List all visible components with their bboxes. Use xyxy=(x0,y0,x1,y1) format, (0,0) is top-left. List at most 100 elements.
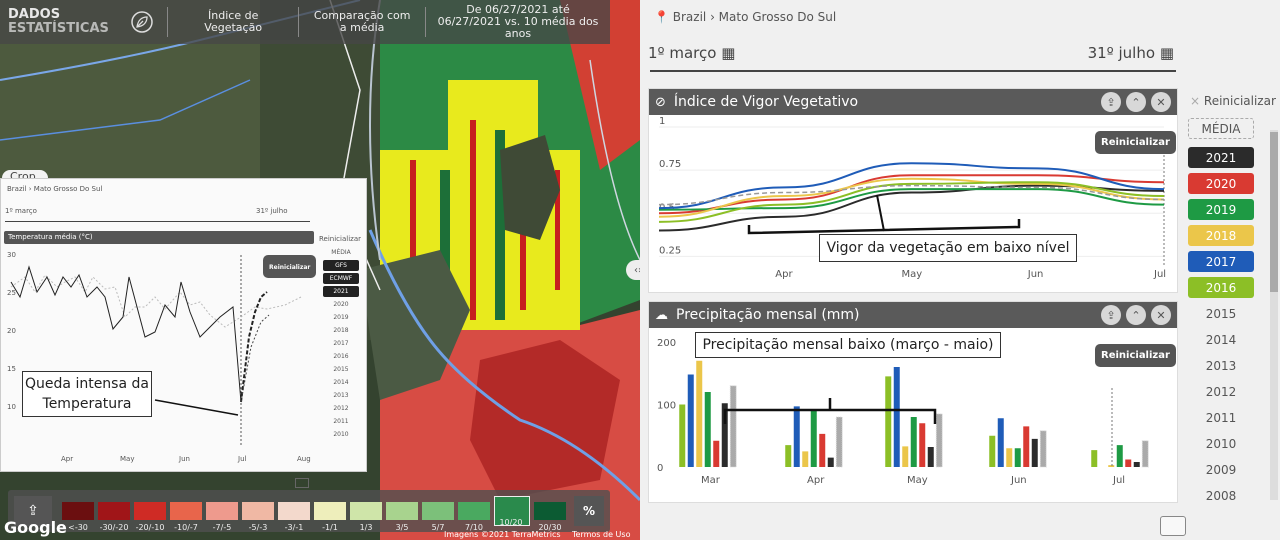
split-toggle-icon[interactable]: ‹› xyxy=(626,260,640,280)
legend-swatch[interactable]: -3/-1 xyxy=(278,502,310,532)
legend-swatch[interactable]: -7/-5 xyxy=(206,502,238,532)
legend-swatch[interactable]: -10/-7 xyxy=(170,502,202,532)
year-item[interactable]: 2015 xyxy=(1205,306,1237,321)
legend-swatch[interactable]: 7/10 xyxy=(458,502,490,532)
bar-2021-Jul xyxy=(1133,462,1140,467)
inset-export-icon[interactable] xyxy=(295,478,309,488)
legend-swatch[interactable]: <-30 xyxy=(62,502,94,532)
share-button[interactable]: ⇪ xyxy=(14,496,52,526)
year-item[interactable]: 2017 xyxy=(1188,251,1254,272)
bar-2020-Jun xyxy=(1023,426,1030,467)
inset-date-start[interactable]: 1º março xyxy=(5,207,37,215)
collapse-icon[interactable]: ⌃ xyxy=(1126,305,1146,325)
date-start[interactable]: 1º março ▦ xyxy=(648,44,735,62)
year-item[interactable]: 2014 xyxy=(1205,332,1237,347)
inset-slider[interactable] xyxy=(5,221,310,222)
inset-year-item[interactable]: 2017 xyxy=(333,340,349,347)
legend-swatch[interactable]: -30/-20 xyxy=(98,502,130,532)
legend-swatch[interactable]: 10/20 xyxy=(494,496,530,527)
year-item[interactable]: 2018 xyxy=(1188,225,1254,246)
inset-year-item[interactable]: 2012 xyxy=(333,405,349,412)
arrow-veg xyxy=(876,194,885,232)
legend-swatch[interactable]: 5/7 xyxy=(422,502,454,532)
year-item[interactable]: 2019 xyxy=(1188,199,1254,220)
bar-2018-Apr xyxy=(802,451,809,467)
percent-toggle[interactable]: % xyxy=(574,496,604,526)
close-icon[interactable]: ✕ xyxy=(1151,305,1171,325)
year-item[interactable]: 2011 xyxy=(1205,410,1237,425)
legend-swatch[interactable]: 1/3 xyxy=(350,502,382,532)
stats-panel: 📍 Brazil › Mato Grosso Do Sul 1º março ▦… xyxy=(640,0,1280,540)
leaf-icon: ⊘ xyxy=(655,94,666,110)
series-line-2016 xyxy=(658,181,1165,223)
inset-year-item[interactable]: 2020 xyxy=(333,301,349,308)
inset-model-item[interactable]: 2021 xyxy=(323,286,359,297)
panel-precipitation-header: ☁ Precipitação mensal (mm) ⇪ ⌃ ✕ xyxy=(649,302,1177,328)
year-item[interactable]: 2012 xyxy=(1205,384,1237,399)
x-tick-label: Mar xyxy=(701,475,721,486)
year-item-average[interactable]: MÉDIA xyxy=(1188,118,1254,139)
brand-line1: DADOS xyxy=(8,7,61,22)
year-item[interactable]: 2021 xyxy=(1188,147,1254,168)
inset-year-item[interactable]: 2011 xyxy=(333,418,349,425)
inset-year-item[interactable]: 2016 xyxy=(333,353,349,360)
temperature-chart[interactable] xyxy=(5,247,315,467)
share-icon[interactable]: ⇪ xyxy=(1101,92,1121,112)
inset-year-item[interactable]: 2010 xyxy=(333,431,349,438)
export-icon[interactable] xyxy=(1160,516,1186,536)
year-item[interactable]: 2009 xyxy=(1205,462,1237,477)
year-item[interactable]: 2016 xyxy=(1188,277,1254,298)
year-item[interactable]: 2020 xyxy=(1188,173,1254,194)
inset-reset[interactable]: Reinicializar xyxy=(319,235,361,243)
leaf-icon[interactable] xyxy=(117,7,169,37)
terms-link[interactable]: Termos de Uso xyxy=(572,530,631,539)
inset-year-item[interactable]: 2013 xyxy=(333,392,349,399)
years-reset[interactable]: × Reinicializar xyxy=(1186,88,1278,108)
inset-year-item[interactable]: 2019 xyxy=(333,314,349,321)
inset-year-item[interactable]: 2015 xyxy=(333,366,349,373)
inset-date-end[interactable]: 31º julho xyxy=(256,207,288,215)
inset-x-tick: Jun xyxy=(179,455,190,463)
date-range-slider[interactable] xyxy=(650,70,1176,72)
inset-x-tick: Aug xyxy=(297,455,311,463)
inset-avg[interactable]: MÉDIA xyxy=(331,249,351,256)
precipitation-reset-button[interactable]: Reinicializar xyxy=(1095,344,1176,367)
inset-year-item[interactable]: 2018 xyxy=(333,327,349,334)
x-tick-label: Jul xyxy=(1112,475,1125,486)
vegetation-reset-button[interactable]: Reinicializar xyxy=(1095,131,1176,154)
inset-reset-chart[interactable]: Reinicializar xyxy=(263,255,317,278)
inset-model-item[interactable]: GFS xyxy=(323,260,359,271)
series-line-2017 xyxy=(658,162,1165,210)
bar-MÉDIA-Mar xyxy=(729,385,737,468)
collapse-icon[interactable]: ⌃ xyxy=(1126,92,1146,112)
date-end[interactable]: 31º julho ▦ xyxy=(1088,44,1174,62)
year-scrollbar[interactable] xyxy=(1270,130,1278,500)
legend-swatch[interactable]: -5/-3 xyxy=(242,502,274,532)
legend-swatch[interactable]: -1/1 xyxy=(314,502,346,532)
year-item[interactable]: 2013 xyxy=(1205,358,1237,373)
map-view[interactable]: DADOS ESTATÍSTICAS Índice de Vegetação C… xyxy=(0,0,640,540)
share-icon[interactable]: ⇪ xyxy=(1101,305,1121,325)
bar-2016-Apr xyxy=(785,445,792,467)
close-icon[interactable]: ✕ xyxy=(1151,92,1171,112)
series-line-2018 xyxy=(658,177,1165,218)
tab-vegetation-index[interactable]: Índice de Vegetação xyxy=(168,7,300,37)
callout-precipitation: Precipitação mensal baixo (março - maio) xyxy=(695,332,1001,358)
inset-model-item[interactable]: ECMWF xyxy=(323,273,359,284)
x-tick-label: Apr xyxy=(775,269,793,280)
year-item[interactable]: 2008 xyxy=(1205,488,1237,503)
tab-compare-average[interactable]: Comparação com a média xyxy=(299,7,426,37)
bar-2019-Jun xyxy=(1014,448,1021,467)
inset-year-item[interactable]: 2014 xyxy=(333,379,349,386)
legend-swatch[interactable]: 20/30 xyxy=(534,502,566,532)
year-item[interactable]: 2010 xyxy=(1205,436,1237,451)
precipitation-chart[interactable]: 200 100 0 Mar Apr May Jun Jul xyxy=(649,328,1179,504)
legend-swatch[interactable]: -20/-10 xyxy=(134,502,166,532)
tab-date-range[interactable]: De 06/27/2021 até 06/27/2021 vs. 10 médi… xyxy=(437,3,599,40)
inset-x-tick: May xyxy=(120,455,135,463)
legend-swatch[interactable]: 3/5 xyxy=(386,502,418,532)
y-tick-label: 0 xyxy=(657,463,663,474)
panel-vegetation: ⊘ Índice de Vigor Vegetativo ⇪ ⌃ ✕ 1 0.75 0.… xyxy=(648,88,1178,293)
bar-MÉDIA-May xyxy=(935,413,943,468)
